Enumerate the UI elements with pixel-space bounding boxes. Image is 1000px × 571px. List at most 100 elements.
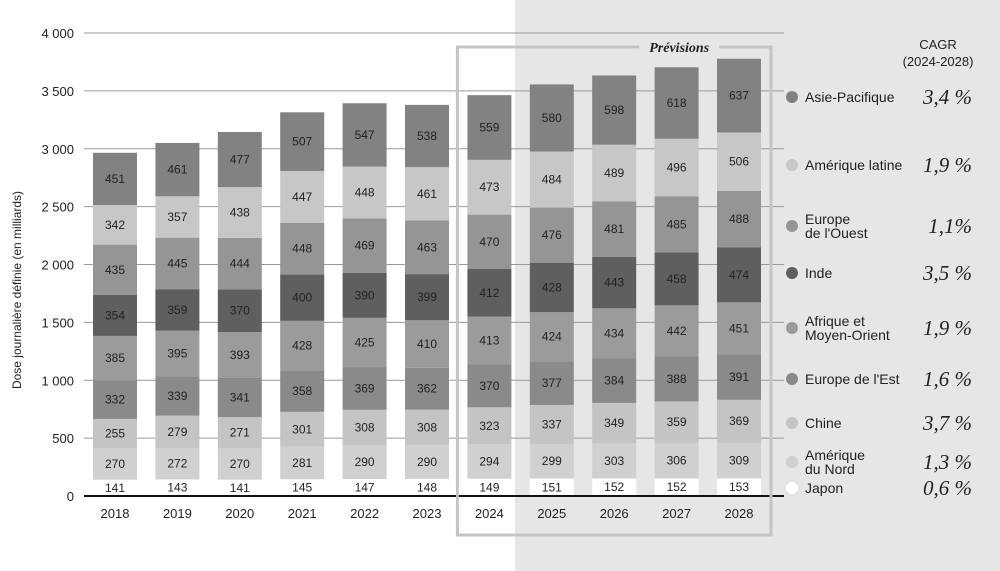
- bar-value-label: 391: [729, 370, 749, 384]
- bar-segment: [467, 478, 512, 496]
- bar-segment: [717, 58, 761, 133]
- x-tick-label: 2024: [475, 506, 504, 521]
- legend-item: Amérique latine 1,9 %: [786, 153, 972, 177]
- bar-segment: [717, 399, 761, 443]
- cagr-value: 1,9 %: [923, 316, 972, 340]
- bar-value-label: 438: [230, 206, 250, 220]
- bar-segment: [155, 330, 200, 377]
- bar-segment: [155, 479, 200, 496]
- legend-item: Chine 3,7 %: [786, 411, 972, 435]
- bar-segment: [342, 445, 387, 479]
- bar-value-label: 290: [417, 455, 437, 469]
- y-tick-label: 3 500: [41, 84, 74, 99]
- legend-label: Japon: [805, 480, 843, 496]
- bar-value-label: 425: [355, 335, 375, 349]
- bar-value-label: 442: [667, 324, 687, 338]
- bar-segment: [342, 166, 387, 219]
- bar-segment: [405, 220, 449, 275]
- bar-segment: [93, 152, 137, 206]
- bar-segment: [217, 448, 262, 480]
- bar-segment: [280, 411, 325, 447]
- cagr-value: 1,3 %: [923, 450, 972, 474]
- bar-value-label: 332: [105, 393, 125, 407]
- bar-segment: [405, 104, 449, 168]
- bar-value-label: 488: [729, 212, 749, 226]
- legend-marker: [786, 373, 798, 385]
- bar-value-label: 272: [167, 457, 187, 471]
- bar-segment: [405, 274, 449, 321]
- x-axis-ticks: 2018 2019 2020 2021 2022 2023 2024 2025 2026 2027…: [101, 506, 754, 521]
- bar-value-label: 448: [292, 242, 312, 256]
- bar-value-label: 306: [667, 454, 687, 468]
- bar-value-label: 309: [729, 453, 749, 467]
- bar-value-label: 290: [355, 455, 375, 469]
- bar-value-label: 410: [417, 337, 437, 351]
- bar-segment: [717, 190, 761, 248]
- bar-segment: [342, 218, 387, 273]
- bar-segment: [717, 247, 761, 303]
- bar-value-label: 357: [167, 210, 187, 224]
- bar-value-label: 281: [292, 456, 312, 470]
- bar-value-label: 153: [729, 480, 749, 494]
- bar-segment: [155, 289, 200, 331]
- bar-value-label: 395: [167, 347, 187, 361]
- bar-value-label: 303: [604, 454, 624, 468]
- bar-value-label: 377: [542, 376, 562, 390]
- bar-segment: [467, 364, 512, 408]
- bar-segment: [529, 207, 574, 263]
- bar-value-label: 547: [355, 128, 375, 142]
- forecast-label: Prévisions: [649, 41, 709, 56]
- bar-value-label: 152: [667, 480, 687, 494]
- legend-marker: [786, 417, 798, 429]
- bar-value-label: 580: [542, 111, 562, 125]
- bar-value-label: 151: [542, 480, 562, 494]
- bar-segment: [217, 131, 262, 188]
- bar-segment: [592, 478, 637, 496]
- bar-value-label: 301: [292, 422, 312, 436]
- legend-label: Moyen-Orient: [805, 327, 890, 343]
- bar-value-label: 358: [292, 384, 312, 398]
- y-axis-ticks: 0 500 1 000 1 500 2 000 2 500 3 000 3 500 4 000: [41, 26, 74, 504]
- bar-segment: [717, 478, 761, 496]
- legend-label: Amérique latine: [805, 157, 902, 173]
- bar-value-label: 424: [542, 330, 562, 344]
- x-tick-label: 2025: [537, 506, 566, 521]
- bar-segment: [654, 252, 699, 306]
- bar-segment: [93, 418, 137, 449]
- cagr-value: 3,7 %: [922, 411, 972, 435]
- bar-segment: [592, 256, 637, 309]
- bar-stack: 149 294 323 370 413 412 470 473 559: [467, 95, 512, 496]
- bar-stack: 152 306 359 388 442 458 485 496 618: [654, 67, 699, 496]
- bar-value-label: 496: [667, 161, 687, 175]
- bar-value-label: 476: [542, 228, 562, 242]
- bar-value-label: 428: [292, 339, 312, 353]
- bar-value-label: 384: [604, 374, 624, 388]
- bar-value-label: 141: [105, 481, 125, 495]
- bar-segment: [717, 354, 761, 400]
- y-tick-label: 3 000: [41, 142, 74, 157]
- cagr-value: 3,5 %: [922, 261, 972, 285]
- cagr-value: 3,4 %: [922, 85, 972, 109]
- bar-segment: [280, 274, 325, 321]
- bar-segment: [93, 244, 137, 295]
- y-tick-label: 1 000: [41, 373, 74, 388]
- bar-stack: 147 290 308 369 425 390 469 448 547: [342, 103, 387, 496]
- bar-segment: [592, 443, 637, 479]
- x-tick-label: 2019: [163, 506, 192, 521]
- bar-segment: [467, 214, 512, 270]
- bar-value-label: 308: [417, 420, 437, 434]
- bar-segment: [654, 478, 699, 496]
- bar-segment: [155, 447, 200, 480]
- bar-value-label: 445: [167, 256, 187, 270]
- bar-value-label: 637: [729, 89, 749, 103]
- bar-value-label: 507: [292, 135, 312, 149]
- bar-segment: [529, 404, 574, 444]
- bar-value-label: 323: [479, 419, 499, 433]
- bar-value-label: 341: [230, 390, 250, 404]
- bar-stack: 152 303 349 384 434 443 481 489 598: [592, 75, 637, 496]
- bar-value-label: 559: [479, 121, 499, 135]
- bar-stack: 143 272 279 339 395 359 445 357 461: [155, 142, 200, 496]
- bar-segment: [592, 358, 637, 403]
